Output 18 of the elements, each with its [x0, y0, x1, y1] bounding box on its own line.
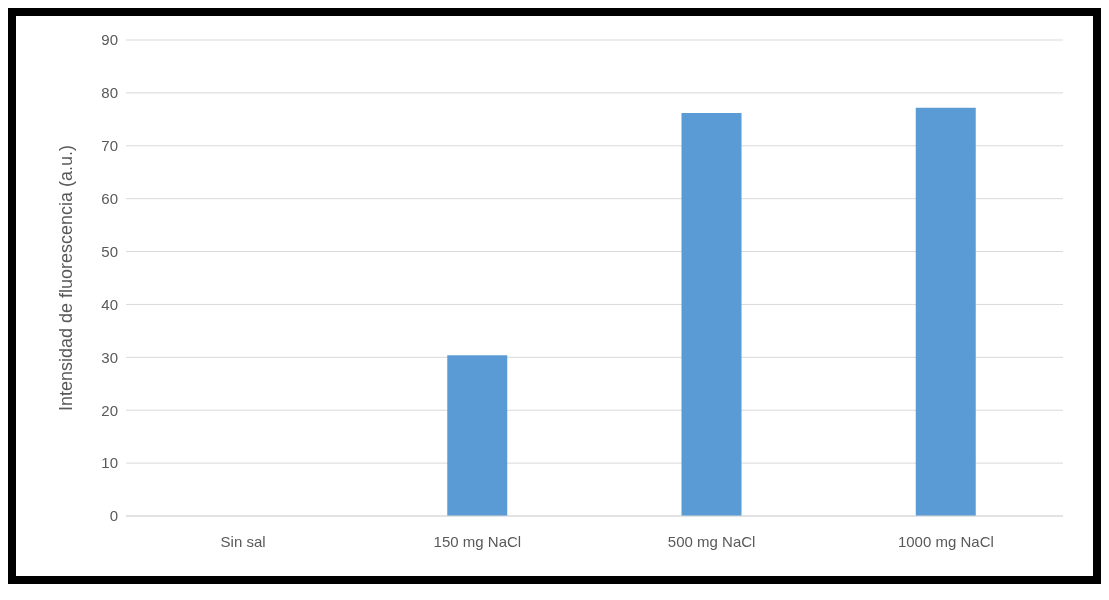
bar [915, 107, 976, 516]
y-tick-label: 20 [101, 401, 118, 419]
y-tick-label: 40 [101, 295, 118, 313]
y-axis-title: Intensidad de fluorescencia (a.u.) [56, 144, 77, 412]
y-tick-label: 80 [101, 84, 118, 102]
y-tick-label: 70 [101, 137, 118, 155]
y-tick-label: 30 [101, 348, 118, 366]
y-tick-label: 50 [101, 242, 118, 260]
y-tick-label: 10 [101, 454, 118, 472]
y-tick-label: 90 [101, 31, 118, 49]
y-tick-label: 60 [101, 189, 118, 207]
bar [681, 112, 742, 516]
x-tick-label: Sin sal [220, 532, 266, 550]
x-tick-label: 500 mg NaCl [667, 532, 756, 550]
bar [447, 355, 508, 516]
x-tick-label: 1000 mg NaCl [897, 532, 994, 550]
y-tick-label: 0 [109, 507, 118, 525]
x-tick-label: 150 mg NaCl [433, 532, 522, 550]
